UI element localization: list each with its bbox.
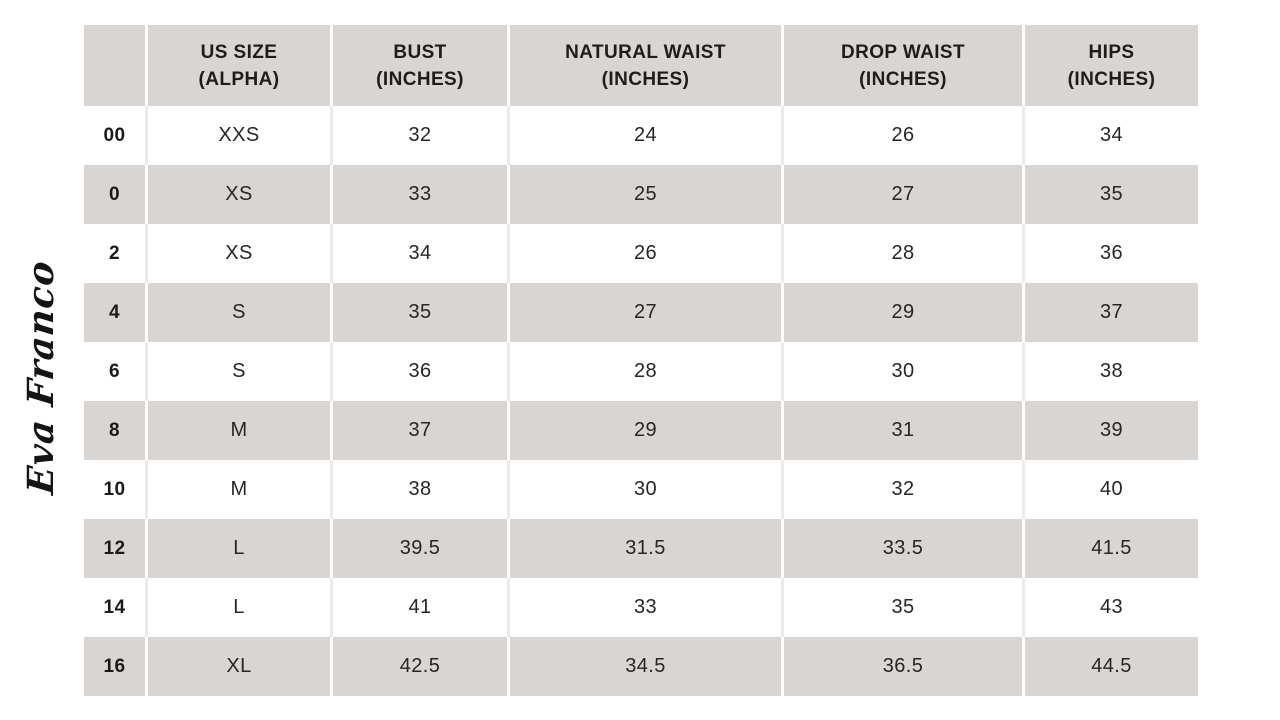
- cell-alpha-size: M: [148, 401, 333, 460]
- cell-natural-waist: 33: [510, 578, 784, 637]
- cell-natural-waist: 30: [510, 460, 784, 519]
- cell-us-size: 4: [84, 283, 148, 342]
- cell-hips: 36: [1025, 224, 1198, 283]
- cell-us-size: 8: [84, 401, 148, 460]
- cell-hips: 38: [1025, 342, 1198, 401]
- cell-hips: 40: [1025, 460, 1198, 519]
- cell-hips: 39: [1025, 401, 1198, 460]
- cell-hips: 35: [1025, 165, 1198, 224]
- cell-alpha-size: XS: [148, 165, 333, 224]
- cell-us-size: 00: [84, 106, 148, 165]
- cell-natural-waist: 31.5: [510, 519, 784, 578]
- table-row-size-14: 14 L 41 33 35 43: [84, 578, 1198, 637]
- cell-us-size: 2: [84, 224, 148, 283]
- header-row: US SIZE (ALPHA) BUST (INCHES) NATURAL WA…: [84, 25, 1198, 106]
- cell-us-size: 10: [84, 460, 148, 519]
- column-header-bust: BUST (INCHES): [333, 25, 510, 106]
- cell-bust: 38: [333, 460, 510, 519]
- table-row-size-0: 0 XS 33 25 27 35: [84, 165, 1198, 224]
- cell-hips: 44.5: [1025, 637, 1198, 696]
- cell-natural-waist: 25: [510, 165, 784, 224]
- cell-alpha-size: XXS: [148, 106, 333, 165]
- cell-alpha-size: S: [148, 342, 333, 401]
- table-row-size-4: 4 S 35 27 29 37: [84, 283, 1198, 342]
- cell-alpha-size: XL: [148, 637, 333, 696]
- cell-bust: 41: [333, 578, 510, 637]
- cell-natural-waist: 27: [510, 283, 784, 342]
- table-row-size-00: 00 XXS 32 24 26 34: [84, 106, 1198, 165]
- cell-alpha-size: L: [148, 578, 333, 637]
- table-row-size-2: 2 XS 34 26 28 36: [84, 224, 1198, 283]
- cell-drop-waist: 33.5: [784, 519, 1025, 578]
- cell-hips: 41.5: [1025, 519, 1198, 578]
- brand-signature-text: Eva Franco: [20, 258, 62, 496]
- cell-hips: 37: [1025, 283, 1198, 342]
- column-header-us-size-alpha: US SIZE (ALPHA): [148, 25, 333, 106]
- cell-drop-waist: 35: [784, 578, 1025, 637]
- cell-drop-waist: 29: [784, 283, 1025, 342]
- cell-natural-waist: 24: [510, 106, 784, 165]
- cell-alpha-size: M: [148, 460, 333, 519]
- cell-drop-waist: 26: [784, 106, 1025, 165]
- cell-hips: 43: [1025, 578, 1198, 637]
- table-row-size-16: 16 XL 42.5 34.5 36.5 44.5: [84, 637, 1198, 696]
- column-header-drop-waist: DROP WAIST (INCHES): [784, 25, 1025, 106]
- cell-drop-waist: 28: [784, 224, 1025, 283]
- cell-bust: 42.5: [333, 637, 510, 696]
- cell-us-size: 12: [84, 519, 148, 578]
- cell-alpha-size: S: [148, 283, 333, 342]
- cell-bust: 34: [333, 224, 510, 283]
- cell-us-size: 6: [84, 342, 148, 401]
- cell-drop-waist: 36.5: [784, 637, 1025, 696]
- table-row-size-10: 10 M 38 30 32 40: [84, 460, 1198, 519]
- cell-natural-waist: 34.5: [510, 637, 784, 696]
- cell-natural-waist: 28: [510, 342, 784, 401]
- size-chart-table: US SIZE (ALPHA) BUST (INCHES) NATURAL WA…: [84, 25, 1198, 696]
- cell-us-size: 0: [84, 165, 148, 224]
- cell-us-size: 16: [84, 637, 148, 696]
- table-row-size-8: 8 M 37 29 31 39: [84, 401, 1198, 460]
- cell-bust: 37: [333, 401, 510, 460]
- cell-bust: 32: [333, 106, 510, 165]
- table-row-size-12: 12 L 39.5 31.5 33.5 41.5: [84, 519, 1198, 578]
- cell-bust: 36: [333, 342, 510, 401]
- cell-natural-waist: 26: [510, 224, 784, 283]
- cell-bust: 33: [333, 165, 510, 224]
- cell-drop-waist: 32: [784, 460, 1025, 519]
- cell-alpha-size: L: [148, 519, 333, 578]
- cell-drop-waist: 30: [784, 342, 1025, 401]
- cell-drop-waist: 31: [784, 401, 1025, 460]
- table-row-size-6: 6 S 36 28 30 38: [84, 342, 1198, 401]
- brand-logo: Eva Franco: [5, 258, 77, 496]
- cell-us-size: 14: [84, 578, 148, 637]
- column-header-natural-waist: NATURAL WAIST (INCHES): [510, 25, 784, 106]
- cell-alpha-size: XS: [148, 224, 333, 283]
- column-header-empty: [84, 25, 148, 106]
- cell-bust: 39.5: [333, 519, 510, 578]
- cell-hips: 34: [1025, 106, 1198, 165]
- cell-drop-waist: 27: [784, 165, 1025, 224]
- cell-natural-waist: 29: [510, 401, 784, 460]
- cell-bust: 35: [333, 283, 510, 342]
- column-header-hips: HIPS (INCHES): [1025, 25, 1198, 106]
